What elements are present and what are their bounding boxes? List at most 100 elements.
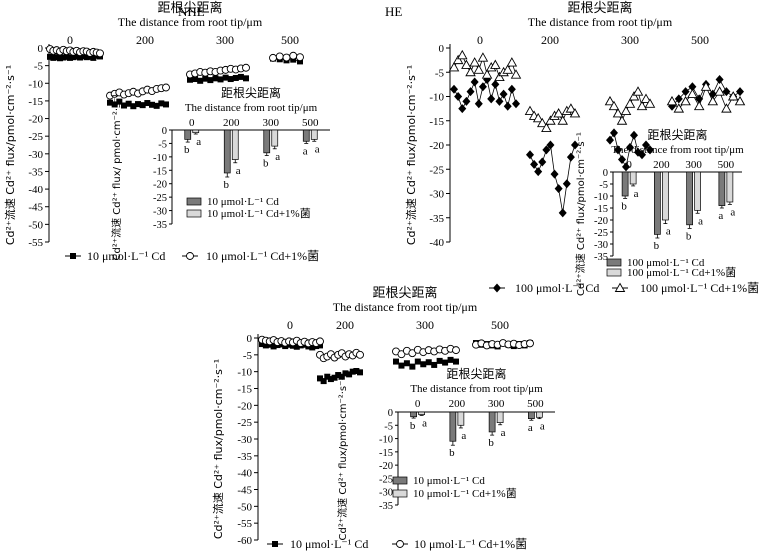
data-point — [53, 54, 60, 61]
inset-x-tick-label: 0 — [189, 117, 195, 129]
inset-x-tick-label: 200 — [653, 159, 670, 171]
x-tick-label: 200 — [541, 33, 559, 47]
inset-bar-chart: 距根尖距离 The distance from root tip/μm 0 -5 -10… — [336, 366, 555, 540]
y-tick-label: -55 — [28, 237, 43, 249]
inset-significance-letter: a — [501, 427, 506, 439]
data-point — [618, 155, 626, 165]
data-point — [282, 53, 291, 62]
data-point — [217, 76, 224, 83]
data-point — [714, 86, 725, 96]
data-point — [636, 100, 648, 111]
data-point — [642, 140, 650, 150]
data-point — [620, 105, 632, 115]
data-point — [327, 376, 334, 383]
data-point — [50, 54, 57, 61]
data-point — [135, 101, 141, 108]
inset-significance-letter: a — [315, 143, 320, 155]
y-tick-label: 0 — [247, 333, 253, 345]
data-point — [606, 135, 614, 145]
inset-y-tick-label: -30 — [153, 207, 167, 218]
x-tick-label: 300 — [416, 318, 434, 332]
data-point — [503, 101, 512, 111]
inset-bar — [457, 411, 465, 426]
data-point — [270, 343, 277, 350]
data-point — [454, 92, 463, 101]
data-point — [538, 157, 547, 167]
title-cn: 距根尖距离 — [372, 285, 437, 301]
data-point — [470, 77, 479, 87]
y-tick-label: -40 — [429, 237, 444, 249]
data-point — [90, 54, 97, 61]
inset-legend-label: 100 μmol·L⁻¹ Cd+1%菌 — [627, 266, 736, 279]
legend-label: 10 μmol·L⁻¹ Cd — [87, 249, 165, 263]
inset-significance-letter: a — [236, 165, 241, 177]
data-point — [297, 58, 303, 65]
data-point — [638, 150, 646, 160]
data-point — [222, 74, 229, 81]
inset-y-tick-label: -30 — [594, 240, 608, 251]
data-point — [149, 101, 155, 108]
panel-label: HE — [385, 4, 402, 19]
data-point — [477, 52, 489, 62]
y-tick-label: -15 — [429, 116, 444, 128]
inset-significance-letter: a — [634, 188, 639, 200]
y-tick-label: -25 — [28, 131, 43, 143]
data-point — [462, 96, 471, 106]
inset-x-tick-label: 500 — [302, 117, 319, 129]
y-tick-label: -30 — [429, 189, 444, 201]
data-point — [604, 95, 616, 106]
data-point — [495, 96, 504, 106]
data-point — [680, 95, 691, 106]
data-point — [197, 77, 204, 84]
inset-y-tick-label: -25 — [379, 474, 393, 485]
data-point — [83, 54, 90, 61]
data-point — [687, 88, 698, 99]
legend-marker — [614, 282, 626, 292]
y-axis-label: Cd²⁺流速 Cd²⁺ flux/pmol·cm⁻²·s⁻¹ — [3, 65, 17, 245]
data-point — [393, 358, 399, 365]
data-point — [530, 159, 539, 169]
legend-marker — [186, 252, 194, 260]
data-point — [727, 91, 739, 101]
y-tick-label: -20 — [28, 114, 43, 126]
data-point — [289, 51, 298, 60]
data-point — [111, 101, 118, 108]
data-point — [558, 208, 567, 218]
inset-significance-letter: a — [528, 422, 533, 434]
data-point — [630, 130, 638, 140]
data-point — [130, 103, 137, 110]
data-point — [700, 81, 712, 91]
data-point — [77, 54, 83, 61]
inset-significance-letter: a — [422, 417, 427, 429]
data-point — [569, 108, 581, 118]
data-point — [553, 108, 564, 118]
inset-significance-letter: a — [461, 430, 466, 442]
inset-legend-label: 10 μmol·L⁻¹ Cd — [413, 475, 485, 487]
data-point — [453, 358, 459, 365]
title-en: The distance from root tip/μm — [118, 15, 263, 29]
inset-significance-letter: b — [410, 420, 416, 432]
data-point — [237, 73, 244, 80]
inset-bar — [410, 411, 417, 418]
inset-bar — [184, 129, 192, 140]
data-point — [541, 122, 552, 132]
inset-y-tick-label: -20 — [594, 216, 608, 227]
data-point — [499, 89, 508, 99]
y-tick-label: -10 — [237, 367, 252, 379]
y-tick-label: -35 — [237, 451, 252, 463]
inset-x-tick-label: 500 — [718, 159, 735, 171]
data-point — [293, 343, 300, 350]
inset-bar — [271, 129, 279, 147]
y-axis-label: Cd²⁺流速 Cd²⁺ flux/pmol·cm⁻²·s⁻¹ — [404, 65, 418, 245]
legend-marker — [493, 283, 501, 293]
data-point — [632, 86, 644, 96]
inset-y-tick-label: -25 — [594, 228, 608, 239]
y-tick-label: -25 — [237, 417, 252, 429]
inset-y-tick-label: -25 — [153, 193, 167, 204]
x-tick-label: 200 — [336, 318, 354, 332]
data-point — [357, 369, 363, 376]
inset-y-tick-label: -35 — [153, 220, 167, 231]
data-point — [324, 373, 331, 380]
x-tick-label: 300 — [216, 33, 234, 47]
